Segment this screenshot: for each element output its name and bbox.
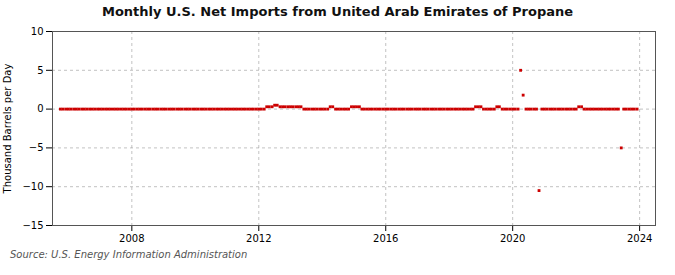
svg-text:−5: −5: [29, 142, 44, 153]
html-text:Source: U.S. Energy Informatio: Source: U.S. Energy Information Administ…: [10, 249, 248, 260]
svg-text:Thousand Barrels per Day: Thousand Barrels per Day: [2, 64, 13, 195]
html-text:Monthly U.S. Net Imports from: Monthly U.S. Net Imports from United Ara…: [102, 4, 573, 19]
svg-text:10: 10: [31, 26, 44, 37]
svg-text:2016: 2016: [373, 233, 398, 244]
svg-text:−15: −15: [22, 220, 43, 231]
svg-text:0: 0: [37, 103, 43, 114]
svg-text:2012: 2012: [246, 233, 271, 244]
svg-text:2008: 2008: [119, 233, 144, 244]
svg-text:2020: 2020: [500, 233, 525, 244]
svg-text:−10: −10: [22, 181, 43, 192]
svg-text:2024: 2024: [627, 233, 652, 244]
svg-text:5: 5: [37, 65, 43, 76]
